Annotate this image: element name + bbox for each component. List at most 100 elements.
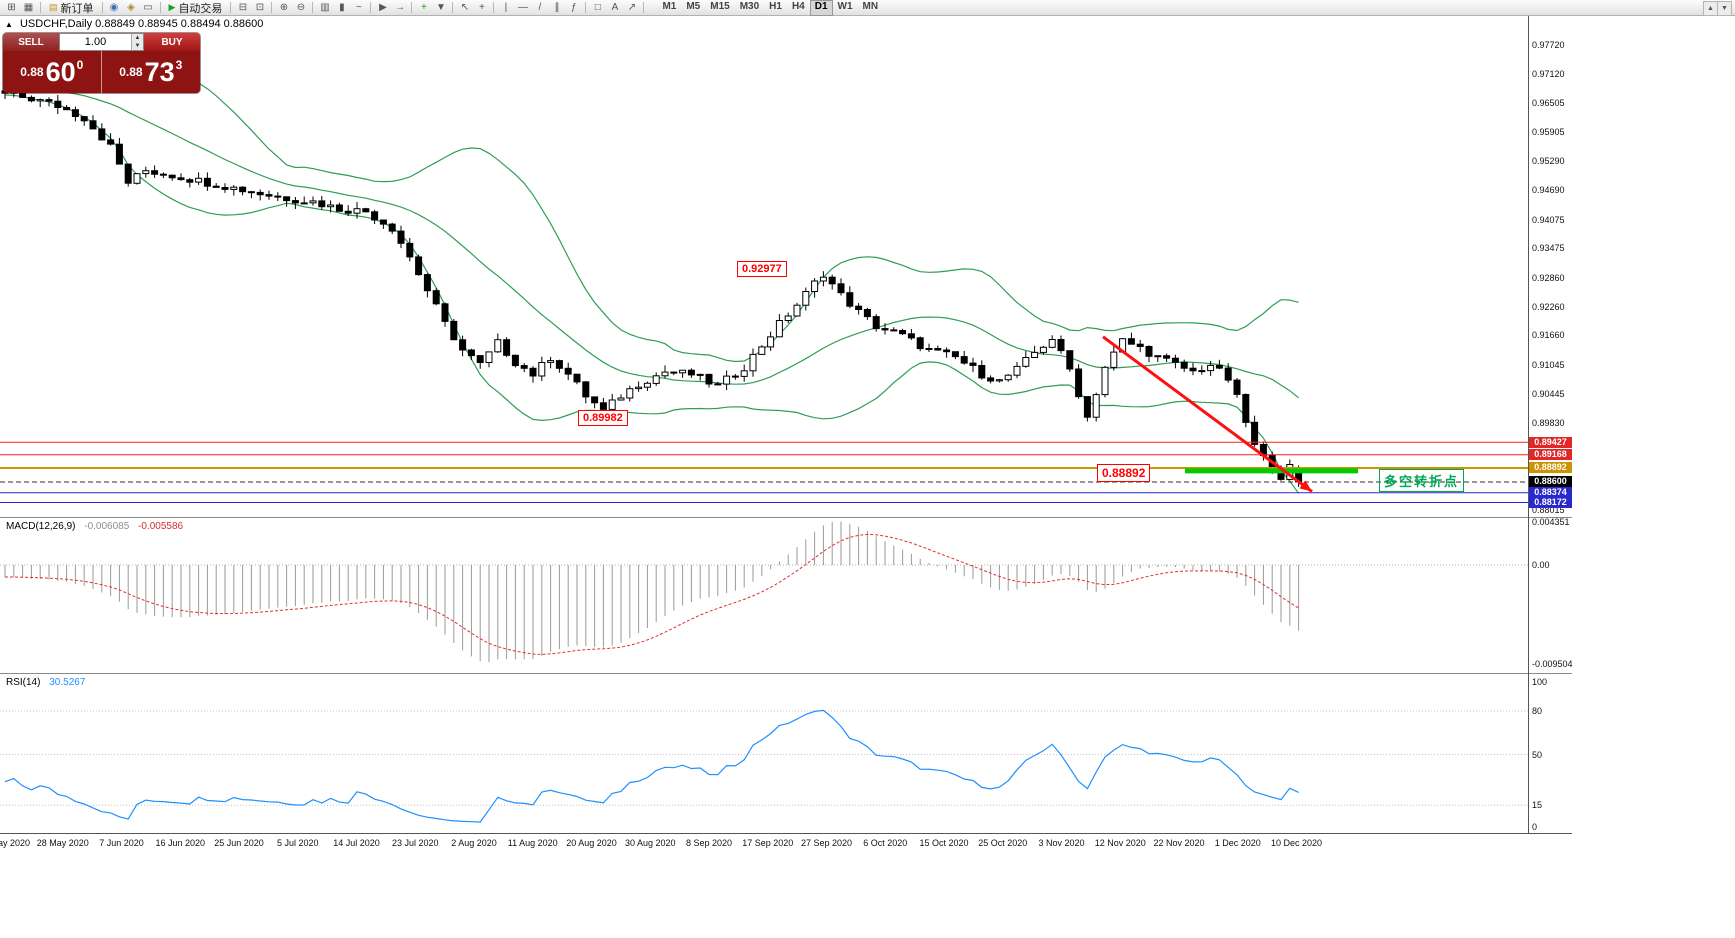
terminal-icon-glyph-icon: ▭ [143,1,153,13]
autotrade-button[interactable]: ▶ 自动交易 [164,1,228,15]
chart-profiles-icon[interactable]: ▦ [20,1,37,15]
support-price-callout[interactable]: 0.88892 [1097,464,1151,483]
zoom-in-icon[interactable]: ⊕ [275,1,292,15]
volume-up-icon[interactable]: ▲ [132,34,143,42]
toolbar-separator [101,2,103,13]
buy-button[interactable]: BUY [144,33,200,51]
date-label: 25 Jun 2020 [214,838,264,848]
cursor-icon-glyph-icon: ↖ [460,1,470,13]
price-marker-label: 0.88172 [1529,496,1572,508]
trendline-icon[interactable]: / [531,1,548,15]
sell-price-prefix: 0.88 [20,65,44,79]
volume-down-icon[interactable]: ▼ [132,42,143,50]
panel-separator-macd-rsi[interactable] [0,673,1572,674]
sell-price-display[interactable]: 0.88 60 0 [3,51,102,93]
price-tick-label: 0.96505 [1532,98,1565,109]
bar-chart-icon[interactable]: ▥ [316,1,333,15]
chart-symbol-label: USDCHF,Daily [19,18,93,30]
zoom-out-icon[interactable]: ⊖ [292,1,309,15]
candlestick-chart-icon[interactable]: ▮ [333,1,350,15]
date-label: 30 Aug 2020 [624,838,676,848]
timeframe-mn-button[interactable]: MN [862,0,879,12]
navigator-icon[interactable]: ◈ [123,1,140,15]
indicators-list-icon[interactable]: ▼ [432,1,449,15]
date-label: 3 Nov 2020 [1038,838,1085,848]
date-label: 8 Sep 2020 [685,838,733,848]
oneclick-collapse-icon[interactable]: ▲ [5,20,13,29]
rsi-panel[interactable] [0,674,1528,833]
date-label: 27 Sep 2020 [800,838,853,848]
high-price-callout[interactable]: 0.92977 [737,260,787,277]
auto-scroll-icon-glyph-icon: ▶ [379,1,387,13]
timeframe-m1-button[interactable]: M1 [662,0,677,12]
shapes-icon[interactable]: □ [589,1,606,15]
auto-scroll-icon[interactable]: ▶ [374,1,391,15]
toolbar-scroll-down-button[interactable]: ▼ [1717,1,1732,16]
macd-panel[interactable] [0,518,1528,673]
navigator-icon-glyph-icon: ◈ [127,1,135,13]
date-label: 7 Jun 2020 [99,838,144,848]
toolbar-scroll-up-button[interactable]: ▲ [1703,1,1718,16]
indicators-add-icon[interactable]: + [415,1,432,15]
date-label: 11 Aug 2020 [507,838,558,848]
time-axis[interactable]: 19 May 2020 28 May 2020 7 Jun 2020 16 Jun 2… [0,833,1572,853]
market-watch-icon[interactable]: ◉ [106,1,123,15]
timeframe-h4-button[interactable]: H4 [791,0,805,12]
date-label: 15 Oct 2020 [919,838,969,848]
terminal-icon[interactable]: ▭ [140,1,157,15]
fibonacci-icon-glyph-icon: ƒ [571,1,577,13]
new-order-glyph-icon: ▤ [49,2,58,12]
fibonacci-icon[interactable]: ƒ [565,1,582,15]
main-chart[interactable] [0,16,1528,517]
date-label: 12 Nov 2020 [1094,838,1146,848]
panel-separator-main-macd[interactable] [0,517,1572,518]
date-label: 16 Jun 2020 [155,838,206,848]
timeframe-w1-button[interactable]: W1 [837,0,853,12]
buy-price-display[interactable]: 0.88 73 3 [102,51,201,93]
oneclick-trade-panel: SELL 1.00 ▲ ▼ BUY 0.88 60 0 0.88 73 3 [3,33,200,93]
volume-stepper[interactable]: 1.00 ▲ ▼ [59,33,144,51]
sell-price-sup: 0 [76,58,84,72]
price-marker-label: 0.89168 [1529,449,1572,461]
vertical-line-icon[interactable]: | [497,1,514,15]
cascade-windows-icon[interactable]: ⊡ [251,1,268,15]
timeframe-m5-button[interactable]: M5 [686,0,701,12]
chart-shift-icon[interactable]: → [391,1,408,15]
crosshair-icon-glyph-icon: + [479,1,485,13]
line-chart-icon[interactable]: ~ [350,1,367,15]
timeframe-m15-button[interactable]: M15 [710,0,730,12]
new-chart-icon[interactable]: ⊞ [3,1,20,15]
buy-price-sup: 3 [175,58,183,72]
price-tick-label: 0.90445 [1532,388,1565,399]
chart-shift-icon-glyph-icon: → [394,1,405,13]
shapes-icon-glyph-icon: □ [594,1,601,13]
timeframe-h1-button[interactable]: H1 [769,0,782,12]
candlestick-chart-icon-glyph-icon: ▮ [339,1,345,13]
sell-button[interactable]: SELL [3,33,59,51]
cursor-icon[interactable]: ↖ [456,1,473,15]
new-order-button[interactable]: ▤ 新订单 [44,1,99,15]
horizontal-line-icon[interactable]: — [514,1,531,15]
tile-windows-icon[interactable]: ⊟ [234,1,251,15]
arrow-tool-icon[interactable]: ↗ [623,1,640,15]
date-label: 25 Oct 2020 [978,838,1028,848]
price-tick-label: 0.93475 [1532,243,1565,254]
timeframe-m30-button[interactable]: M30 [739,0,760,12]
timeframe-d1-button[interactable]: D1 [809,0,833,16]
macd-histogram [4,521,1300,662]
channel-icon-glyph-icon: ∥ [554,1,560,13]
swing-low-callout[interactable]: 0.89982 [578,410,628,427]
price-marker-label: 0.88892 [1529,462,1572,474]
channel-icon[interactable]: ∥ [548,1,565,15]
bollinger-bands [4,57,1300,494]
new-order-button-label: 新订单 [60,2,94,15]
text-icon[interactable]: A [606,1,623,15]
bar-chart-icon-glyph-icon: ▥ [320,1,330,13]
crosshair-icon[interactable]: + [473,1,490,15]
toolbar-separator [643,2,645,13]
price-marker-label: 0.89427 [1529,436,1572,448]
trend-arrow[interactable] [1102,335,1313,493]
zoom-in-icon-glyph-icon: ⊕ [279,1,289,13]
volume-value[interactable]: 1.00 [84,36,107,48]
turning-point-label[interactable]: 多空转折点 [1379,468,1465,492]
